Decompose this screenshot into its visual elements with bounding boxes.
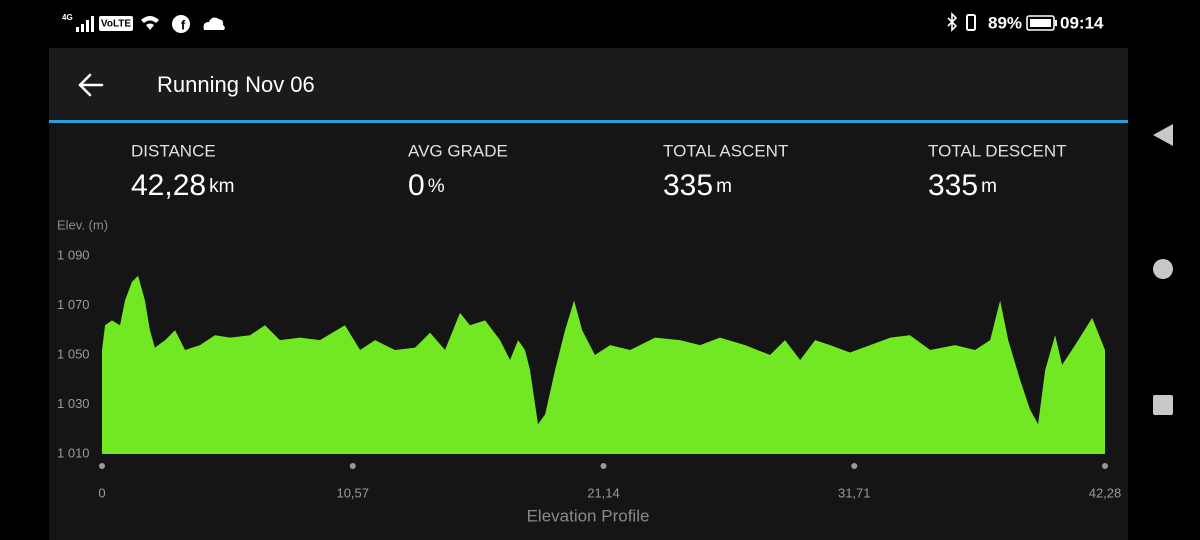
signal-bar <box>81 24 84 32</box>
elevation-area <box>102 275 1105 454</box>
x-tick-dot <box>99 463 105 469</box>
stat-unit: m <box>716 176 732 197</box>
stat-value: 42,28 km <box>131 169 234 202</box>
y-tick-label: 1 090 <box>57 247 90 262</box>
vibrate-icon <box>966 14 976 31</box>
battery-tip <box>1055 20 1057 26</box>
x-tick-label: 10,57 <box>336 485 369 500</box>
cloud-icon <box>203 17 225 30</box>
stat-label: DISTANCE <box>131 141 216 160</box>
battery-outline <box>1026 15 1055 31</box>
stat-number: 42,28 <box>131 169 206 202</box>
app-bar <box>49 48 1128 121</box>
clock: 09:14 <box>1060 13 1104 32</box>
y-tick-label: 1 070 <box>57 297 90 312</box>
stat-unit: m <box>981 176 997 197</box>
x-tick-dot <box>600 463 607 469</box>
y-tick-label: 1 050 <box>57 346 90 361</box>
nav-home[interactable] <box>1153 259 1173 279</box>
facebook-icon <box>172 15 190 33</box>
stat-label: TOTAL ASCENT <box>663 141 788 160</box>
stat-unit: km <box>209 176 234 197</box>
signal-bar <box>76 27 79 32</box>
battery-percent: 89% <box>988 13 1022 32</box>
x-tick-label: 21,14 <box>587 485 620 500</box>
network-type: 4G <box>62 13 73 22</box>
stat-value: 335 m <box>928 169 997 202</box>
stat-value: 0% <box>408 169 445 202</box>
x-axis-label: Elevation Profile <box>527 506 650 525</box>
y-tick-label: 1 010 <box>57 445 90 460</box>
volte-label: VoLTE <box>101 19 132 30</box>
header-title: Running Nov 06 <box>157 72 315 97</box>
battery-level <box>1030 19 1051 27</box>
signal-bar <box>91 16 94 32</box>
facebook-glyph: f <box>181 17 186 32</box>
stat-number: 335 <box>663 169 713 202</box>
bluetooth-icon <box>947 12 958 32</box>
x-tick-dot <box>1102 463 1108 469</box>
stat-unit: % <box>428 176 445 197</box>
x-tick-dot <box>349 463 356 469</box>
stat-value: 335 m <box>663 169 732 202</box>
x-tick-label: 0 <box>98 485 105 500</box>
y-axis-label: Elev. (m) <box>57 217 108 232</box>
status-bar: 4G VoLTE f 89% 09:14 <box>62 12 1104 33</box>
stat-label: TOTAL DESCENT <box>928 141 1067 160</box>
y-tick-label: 1 030 <box>57 396 90 411</box>
wifi-icon <box>141 16 159 30</box>
stat-number: 0 <box>408 169 425 202</box>
nav-back[interactable] <box>1153 124 1173 146</box>
x-tick-dot <box>851 463 858 469</box>
nav-recents[interactable] <box>1153 395 1173 415</box>
back-button[interactable] <box>78 73 104 97</box>
stat-label: AVG GRADE <box>408 141 508 160</box>
stats-row: DISTANCE 42,28 km AVG GRADE 0 % TOTAL ASCENT 33… <box>131 141 1067 201</box>
x-tick-label: 31,71 <box>838 485 871 500</box>
stat-number: 335 <box>928 169 978 202</box>
header-divider <box>49 120 1128 123</box>
app-panel <box>49 48 1128 540</box>
signal-bar <box>86 20 89 32</box>
x-tick-label: 42,28 <box>1089 485 1122 500</box>
volte-badge <box>99 16 133 31</box>
